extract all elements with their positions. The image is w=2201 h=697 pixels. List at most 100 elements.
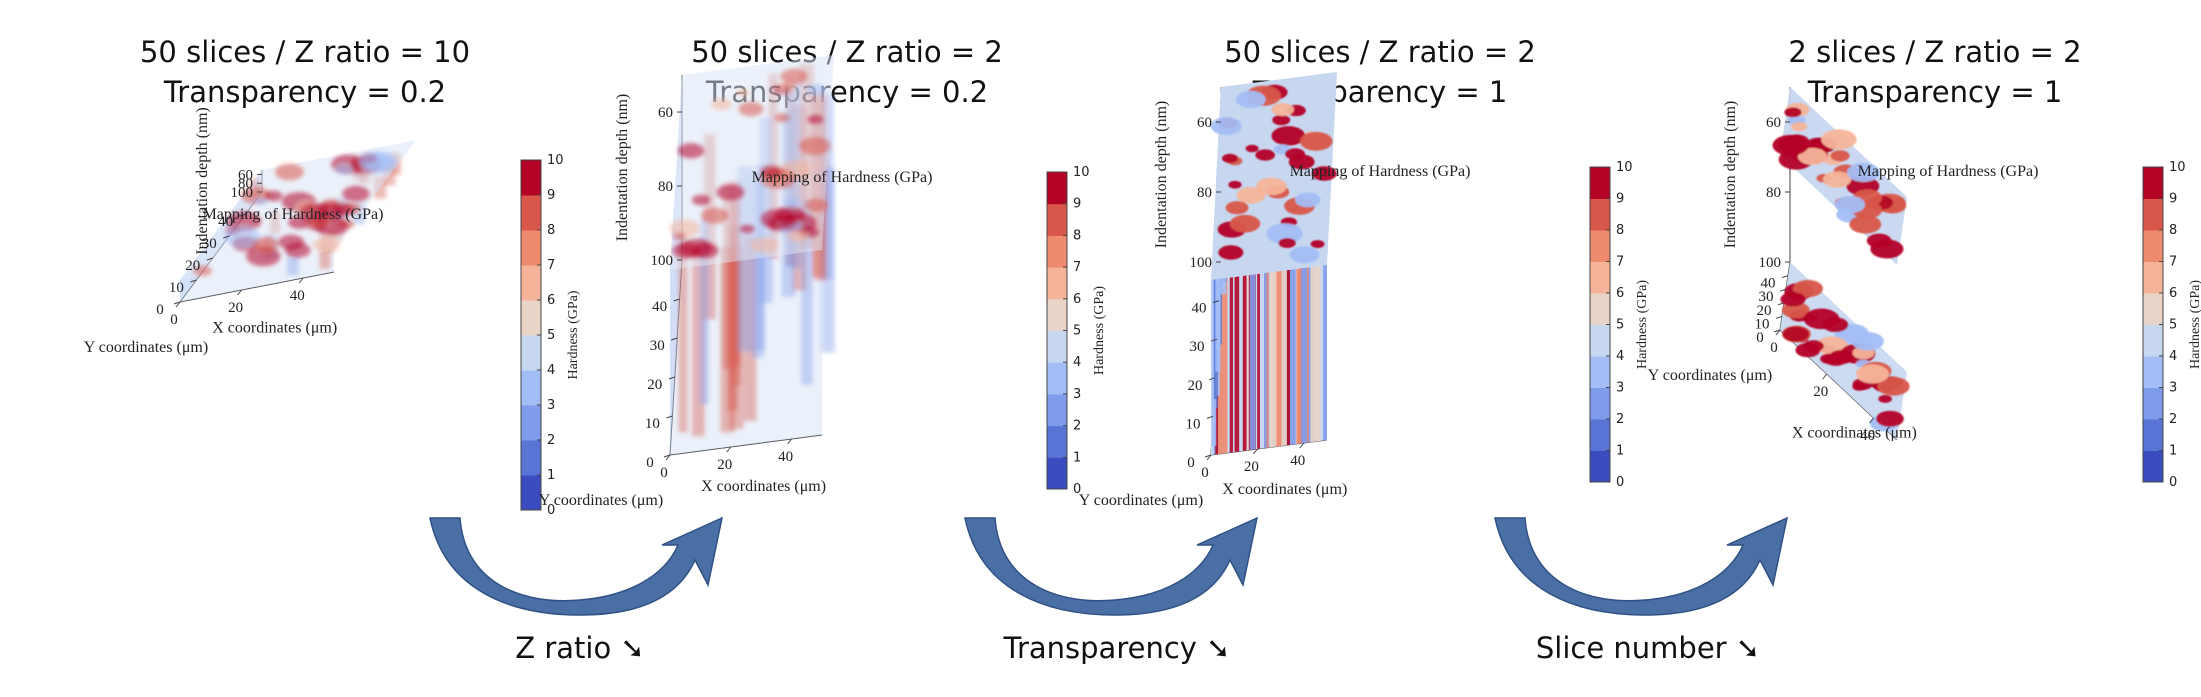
panel-1-heading-line-1: 50 slices / Z ratio = 10 [140,35,470,69]
x-tick-label: 20 [1813,384,1828,400]
colorbar-swatch [1047,172,1067,205]
volume-top-layer-blobs [193,151,398,277]
volume-side-face [670,75,682,455]
volume-top-face-blob [1236,90,1266,109]
colorbar-tick-label: 10 [1073,165,1090,180]
y-axis-label: Y coordinates (μm) [539,492,663,509]
colorbar-tick-label: 4 [1616,349,1624,364]
volume-top-face-blob [1236,187,1266,204]
x-tick-mark [787,438,792,445]
y-tick-mark [1210,338,1218,342]
x-tick-label: 0 [1770,340,1778,356]
x-tick-label: 40 [1290,453,1305,469]
x-tick-mark [1869,417,1874,424]
face-streak [1221,277,1228,454]
slice-depth-60-blob [1772,134,1809,156]
y-tick-label: 40 [652,299,667,315]
plot-title: Mapping of Hardness (GPa) [1290,163,1471,180]
volume-top-layer-blob [679,238,713,258]
colorbar-tick-label: 10 [2169,160,2186,175]
slice-depth-100-blob [1852,382,1867,391]
volume-top-face-blob [1225,201,1249,215]
y-tick-mark [673,298,680,302]
slice-depth-100 [1780,262,1910,440]
y-tick-label: 0 [646,455,654,471]
volume-top-layer-blob [780,68,808,85]
slice-depth-60-blob [1849,215,1882,234]
colorbar-swatch [521,160,541,196]
slice-depth-60 [1772,87,1907,265]
colorbar-tick-label: 2 [547,433,555,448]
volume-top-layer-blob [274,163,304,181]
y-tick-label: 10 [1186,416,1201,432]
curved-arrow-icon [964,516,1259,616]
colorbar-swatch [2143,198,2163,231]
colorbar-tick-label: 2 [1616,412,1624,427]
y-tick-mark [1773,329,1781,333]
slice-depth-60-blob [1830,150,1850,162]
face-streak [1310,266,1318,443]
colorbar-tick-label: 10 [1616,160,1633,175]
colorbar-swatch [521,265,541,301]
colorbar-tick-label: 5 [1616,318,1624,333]
y-tick-mark [1781,275,1789,279]
face-streak [1257,273,1260,450]
y-tick-label: 40 [1761,276,1776,292]
face-streak [1264,272,1267,449]
transition-label-z-ratio: Z ratio ➘ [515,631,644,665]
volume-streak [737,166,753,352]
volume-top-layer-blob [806,84,827,96]
colorbar-swatch [2143,261,2163,294]
z-tick-label: 60 [658,105,673,121]
colorbar-swatch [1047,267,1067,300]
y-tick-mark [190,279,197,283]
y-axis-label: Y coordinates (μm) [84,339,208,356]
colorbar-swatch [1047,362,1067,395]
y-tick-label: 40 [1192,301,1207,317]
x-tick-label: 0 [170,312,178,328]
volume-top-face-blob [1294,192,1321,208]
colorbar-swatch [521,300,541,336]
y-tick-mark [1204,454,1212,458]
colorbar-swatch [521,335,541,371]
colorbar-swatch [1590,167,1610,199]
colorbar-tick-label: 7 [1073,260,1081,275]
face-streak [1281,270,1287,446]
volume-top-layer-blob [736,88,750,97]
colorbar-tick-label: 3 [2169,381,2177,396]
x-tick-label: 0 [1201,465,1209,481]
y-tick-label: 30 [1190,339,1205,355]
colorbar: 0 1 2 3 4 5 6 7 8 9 10 Hardness (GPa) [1046,165,1107,497]
y-tick-label: 40 [218,214,233,230]
slice-depth-60-blob [1835,196,1866,214]
volume-top-layer-blob [784,198,800,207]
face-streak [1211,270,1217,446]
x-tick-mark [1299,442,1305,449]
slice-depth-60-blob [1846,162,1880,182]
volume-top-layer-blob [263,190,283,202]
volume-top-face-blob [1288,154,1315,170]
y-tick-label: 0 [1187,455,1195,471]
volume-top-layer-blob [778,81,797,92]
volume-top-face-blob [1255,149,1276,161]
volume-top-layer-blob [804,198,828,212]
y-tick-label: 30 [202,236,217,252]
colorbar-tick-label: 6 [547,293,555,308]
y-tick-mark [1779,288,1787,292]
colorbar-swatch [2143,419,2163,451]
transition-label-slice-number: Slice number ➘ [1536,631,1760,665]
colorbar: 0 1 2 3 4 5 6 7 8 9 10 Hardness (GPa) [520,153,581,518]
volume-top-face-blob [1310,240,1325,249]
volume-streak [703,134,716,320]
slice-depth-100-blob [1782,326,1810,342]
z-tick-label: 80 [1197,185,1212,201]
volume-top-face-blob [1210,117,1242,136]
panel-2-heading: 50 slices / Z ratio = 2 Transparency = 0… [691,35,1003,109]
x-tick-mark [1775,329,1781,336]
colorbar-tick-label: 9 [547,188,555,203]
colorbar-tick-label: 8 [1073,228,1081,243]
volume-top-face-blob [1272,114,1291,126]
z-tick-label: 60 [238,167,253,183]
